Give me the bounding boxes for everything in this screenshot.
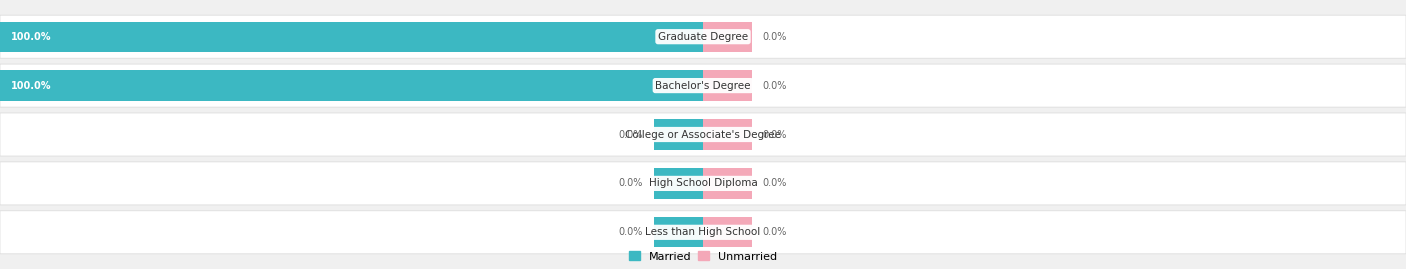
- Text: 0.0%: 0.0%: [762, 178, 787, 188]
- FancyBboxPatch shape: [0, 15, 1406, 58]
- Bar: [0, 70, 703, 101]
- FancyBboxPatch shape: [0, 113, 1406, 156]
- Text: 0.0%: 0.0%: [762, 81, 787, 91]
- Bar: [0, 22, 703, 52]
- FancyBboxPatch shape: [0, 64, 1406, 107]
- Bar: [703, 22, 752, 52]
- Text: 0.0%: 0.0%: [762, 227, 787, 237]
- Bar: [654, 119, 703, 150]
- Text: High School Diploma: High School Diploma: [648, 178, 758, 188]
- Bar: [703, 168, 752, 199]
- Bar: [654, 217, 703, 247]
- Bar: [703, 70, 752, 101]
- Bar: [703, 217, 752, 247]
- Text: 100.0%: 100.0%: [10, 32, 51, 42]
- Text: Less than High School: Less than High School: [645, 227, 761, 237]
- Text: 100.0%: 100.0%: [10, 81, 51, 91]
- Text: Graduate Degree: Graduate Degree: [658, 32, 748, 42]
- FancyBboxPatch shape: [0, 162, 1406, 205]
- Text: College or Associate's Degree: College or Associate's Degree: [626, 129, 780, 140]
- Bar: [703, 119, 752, 150]
- Text: 0.0%: 0.0%: [619, 178, 644, 188]
- Legend: Married, Unmarried: Married, Unmarried: [624, 247, 782, 266]
- Text: 0.0%: 0.0%: [762, 32, 787, 42]
- Text: 0.0%: 0.0%: [619, 129, 644, 140]
- Bar: [654, 168, 703, 199]
- Text: 0.0%: 0.0%: [619, 227, 644, 237]
- Text: 0.0%: 0.0%: [762, 129, 787, 140]
- FancyBboxPatch shape: [0, 211, 1406, 254]
- Text: Bachelor's Degree: Bachelor's Degree: [655, 81, 751, 91]
